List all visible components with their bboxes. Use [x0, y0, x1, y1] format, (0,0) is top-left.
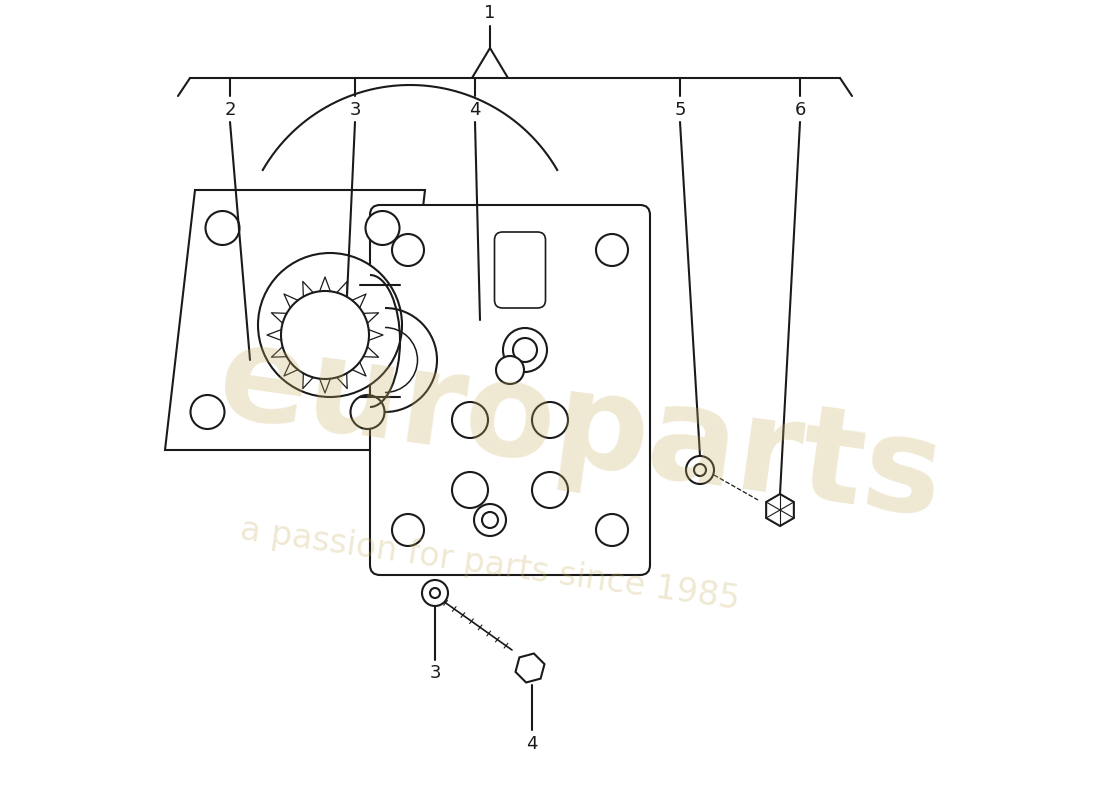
- Circle shape: [190, 395, 224, 429]
- Text: 1: 1: [484, 4, 496, 22]
- Circle shape: [596, 234, 628, 266]
- Circle shape: [258, 253, 402, 397]
- Circle shape: [280, 291, 368, 379]
- Text: a passion for parts since 1985: a passion for parts since 1985: [239, 514, 741, 617]
- Circle shape: [496, 356, 524, 384]
- Polygon shape: [766, 494, 794, 526]
- Text: 2: 2: [224, 101, 235, 119]
- Circle shape: [365, 211, 399, 245]
- FancyBboxPatch shape: [495, 232, 546, 308]
- FancyBboxPatch shape: [370, 205, 650, 575]
- Circle shape: [351, 395, 385, 429]
- Polygon shape: [165, 190, 425, 450]
- Text: 3: 3: [429, 664, 441, 682]
- Text: 5: 5: [674, 101, 685, 119]
- Circle shape: [513, 338, 537, 362]
- Polygon shape: [516, 654, 544, 682]
- Circle shape: [503, 328, 547, 372]
- Circle shape: [430, 588, 440, 598]
- Circle shape: [206, 211, 240, 245]
- Text: 6: 6: [794, 101, 805, 119]
- Circle shape: [482, 512, 498, 528]
- Text: europarts: europarts: [210, 316, 950, 544]
- Text: 4: 4: [526, 735, 538, 753]
- Circle shape: [596, 514, 628, 546]
- Circle shape: [422, 580, 448, 606]
- Circle shape: [532, 472, 568, 508]
- Circle shape: [686, 456, 714, 484]
- Circle shape: [694, 464, 706, 476]
- Text: 3: 3: [350, 101, 361, 119]
- Circle shape: [452, 402, 488, 438]
- Circle shape: [392, 514, 424, 546]
- Circle shape: [392, 234, 424, 266]
- Circle shape: [452, 472, 488, 508]
- Circle shape: [532, 402, 568, 438]
- Text: 4: 4: [470, 101, 481, 119]
- Circle shape: [474, 504, 506, 536]
